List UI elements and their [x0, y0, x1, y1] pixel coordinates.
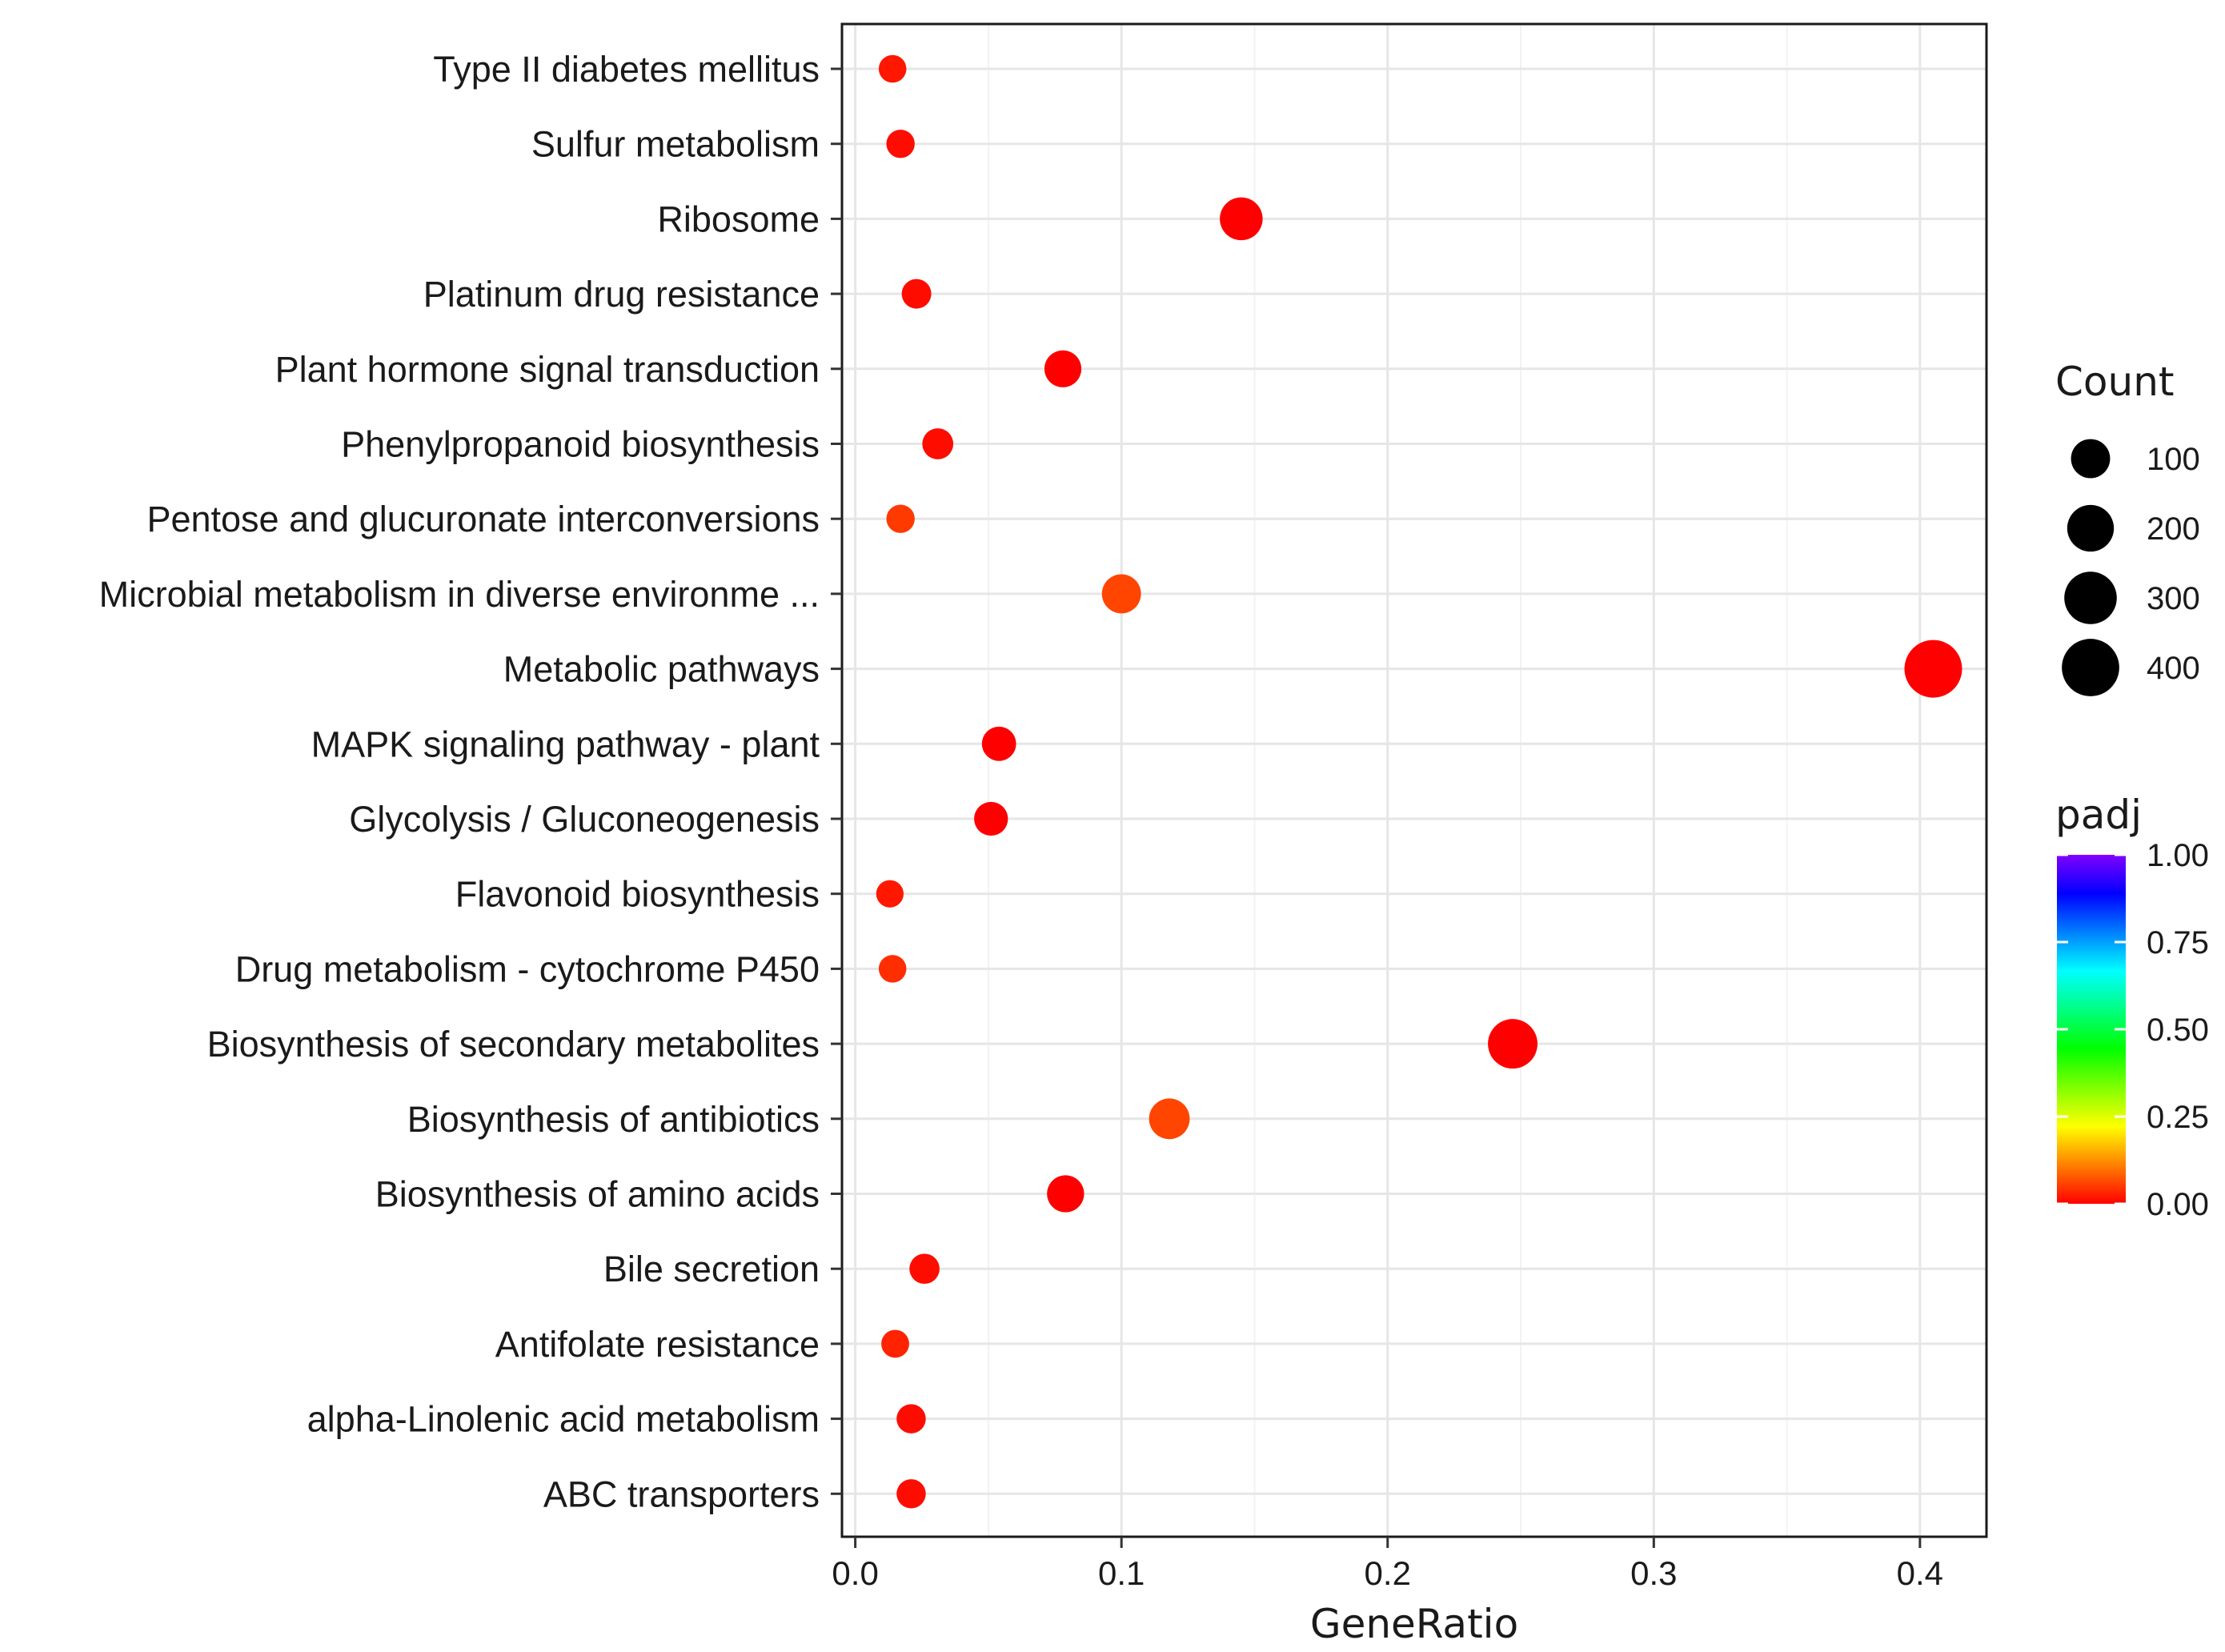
y-tick-label: Biosynthesis of antibiotics	[407, 1099, 820, 1140]
data-point	[878, 54, 907, 83]
y-tick-label: MAPK signaling pathway - plant	[311, 724, 820, 764]
padj-tick-label: 0.75	[2147, 925, 2209, 960]
data-point	[981, 726, 1016, 761]
data-point	[1047, 1175, 1084, 1213]
count-legend-label: 100	[2147, 442, 2200, 477]
y-tick-label: Drug metabolism - cytochrome P450	[235, 948, 820, 989]
grid-lines	[842, 24, 1986, 1537]
x-axis-title: GeneRatio	[1310, 1601, 1518, 1647]
data-point	[1044, 350, 1082, 387]
data-point	[1149, 1098, 1190, 1140]
data-point	[1488, 1019, 1538, 1069]
y-tick-label: Sulfur metabolism	[531, 124, 820, 165]
data-point	[881, 1329, 909, 1358]
padj-tick-label: 0.50	[2147, 1012, 2209, 1048]
y-tick-label: Pentose and glucuronate interconversions	[146, 499, 820, 539]
data-point	[886, 504, 915, 533]
y-axis: Type II diabetes mellitus Sulfur metaboli…	[99, 49, 842, 1514]
y-tick-label: Type II diabetes mellitus	[433, 49, 820, 90]
data-point	[922, 428, 954, 459]
y-tick-label: alpha-Linolenic acid metabolism	[307, 1399, 820, 1440]
x-tick-label: 0.1	[1098, 1554, 1145, 1592]
padj-legend-title: padj	[2055, 792, 2142, 838]
x-tick-label: 0.3	[1630, 1554, 1677, 1592]
y-tick-label: Platinum drug resistance	[423, 274, 820, 315]
data-point	[878, 955, 907, 983]
data-point	[1904, 640, 1962, 698]
padj-colorbar	[2057, 855, 2126, 1204]
count-legend-dot	[2071, 439, 2111, 479]
y-tick-label: ABC transporters	[543, 1474, 820, 1514]
padj-tick-label: 0.25	[2147, 1100, 2209, 1135]
data-point	[1101, 574, 1141, 614]
y-tick-label: Biosynthesis of secondary metabolites	[207, 1024, 820, 1065]
data-point	[974, 801, 1008, 836]
y-tick-label: Plant hormone signal transduction	[275, 349, 820, 390]
padj-tick-label: 1.00	[2147, 838, 2209, 873]
data-point	[896, 1479, 926, 1509]
y-tick-label: Microbial metabolism in diverse environm…	[99, 574, 820, 615]
x-tick-label: 0.2	[1365, 1554, 1411, 1592]
count-legend-label: 200	[2147, 511, 2200, 547]
y-tick-label: Bile secretion	[603, 1249, 820, 1289]
y-tick-label: Antifolate resistance	[495, 1324, 820, 1365]
count-legend-dot	[2064, 571, 2117, 624]
x-tick-label: 0.0	[832, 1554, 878, 1592]
plot-border	[840, 22, 1988, 1538]
data-point	[909, 1253, 940, 1285]
data-points	[876, 54, 1962, 1509]
padj-legend: padj 0.00 0.25 0.50 0.75 1.00	[2055, 792, 2209, 1222]
y-tick-label: Phenylpropanoid biosynthesis	[341, 424, 820, 465]
count-legend: Count 100 200 300 400	[2055, 359, 2200, 696]
count-legend-label: 400	[2147, 651, 2200, 686]
y-tick-label: Biosynthesis of amino acids	[375, 1174, 820, 1215]
x-axis: 0.0 0.1 0.2 0.3 0.4	[832, 1537, 1943, 1592]
data-point	[876, 880, 904, 908]
data-point	[1220, 197, 1263, 241]
count-legend-dot	[2067, 504, 2115, 552]
data-point	[901, 279, 932, 309]
y-tick-label: Flavonoid biosynthesis	[455, 874, 820, 915]
x-tick-label: 0.4	[1897, 1554, 1943, 1592]
data-point	[896, 1404, 926, 1433]
count-legend-dot	[2062, 639, 2119, 696]
y-tick-label: Glycolysis / Gluconeogenesis	[349, 799, 820, 840]
padj-legend-ticks: 0.00 0.25 0.50 0.75 1.00	[2057, 838, 2209, 1222]
count-legend-title: Count	[2055, 359, 2175, 405]
plot-panel	[842, 24, 1986, 1537]
count-legend-label: 300	[2147, 581, 2200, 616]
count-legend-items: 100 200 300 400	[2062, 439, 2200, 696]
data-point	[886, 129, 915, 158]
y-tick-label: Ribosome	[657, 198, 820, 239]
padj-tick-label: 0.00	[2147, 1187, 2209, 1222]
y-tick-label: Metabolic pathways	[503, 649, 820, 690]
